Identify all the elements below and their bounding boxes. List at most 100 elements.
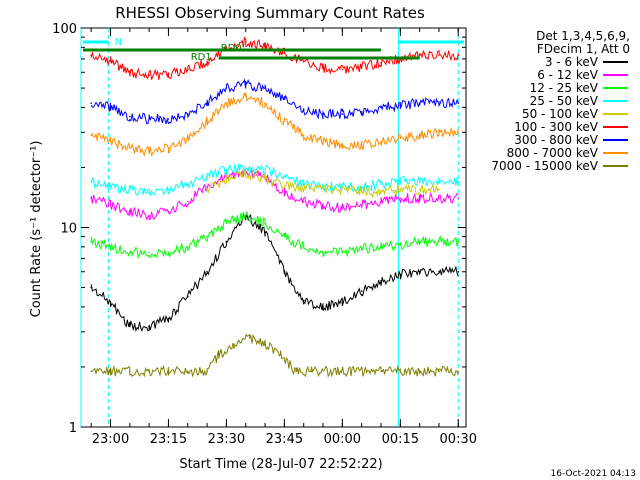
data-point: [129, 147, 131, 149]
data-point: [264, 231, 266, 233]
data-point: [360, 111, 363, 113]
data-point: [129, 325, 131, 328]
data-point: [322, 113, 324, 115]
data-point: [380, 370, 382, 373]
data-point: [380, 280, 382, 282]
legend-entry: 7000 - 15000 keV: [491, 159, 598, 173]
legend-header: FDecim 1, Att 0: [537, 42, 630, 56]
series-100to300keV: [90, 36, 460, 80]
data-point: [206, 235, 208, 238]
data-point: [399, 197, 402, 200]
data-point: [109, 106, 112, 109]
data-point: [129, 210, 131, 213]
series-800to7000keV: [90, 92, 460, 157]
data-point: [90, 54, 92, 57]
data-point: [302, 108, 305, 111]
data-point: [283, 191, 286, 194]
data-point: [109, 246, 112, 248]
data-point: [264, 178, 266, 180]
data-point: [244, 166, 247, 169]
data-point: [167, 147, 170, 149]
series-line: [206, 168, 440, 199]
data-point: [187, 200, 189, 203]
data-point: [360, 248, 363, 250]
data-point: [438, 180, 440, 183]
legend-entry: 3 - 6 keV: [545, 55, 599, 69]
data-point: [187, 295, 189, 298]
data-point: [341, 301, 344, 304]
data-point: [187, 246, 189, 248]
data-point: [148, 150, 150, 153]
data-point: [283, 235, 286, 238]
legend-entry: 12 - 25 keV: [530, 81, 599, 95]
data-point: [322, 204, 324, 206]
data-point: [225, 240, 228, 243]
data-point: [167, 188, 170, 191]
series-50to100keV: [206, 168, 440, 199]
y-tick-label: 10: [60, 222, 77, 237]
data-point: [418, 197, 421, 200]
data-point: [148, 214, 150, 217]
legend-entry: 100 - 300 keV: [514, 120, 598, 134]
data-point: [148, 118, 150, 120]
data-point: [302, 183, 305, 185]
data-point: [187, 370, 189, 373]
data-point: [264, 222, 266, 225]
data-point: [380, 183, 382, 185]
data-point: [109, 186, 112, 188]
series-line: [90, 36, 459, 80]
data-point: [418, 188, 421, 191]
data-point: [360, 204, 363, 206]
data-point: [129, 115, 131, 118]
data-point: [457, 197, 460, 200]
y-tick-label: 1: [69, 421, 77, 436]
data-point: [225, 46, 228, 49]
data-point: [438, 271, 440, 273]
data-point: [90, 134, 92, 137]
y-axis-label: Count Rate (s⁻¹ detector⁻¹): [29, 141, 44, 318]
data-point: [341, 251, 344, 254]
data-point: [283, 271, 286, 273]
data-point: [167, 251, 170, 254]
x-tick-label: 23:15: [150, 432, 187, 447]
data-point: [167, 210, 170, 213]
data-point: [206, 271, 208, 273]
data-point: [418, 134, 421, 137]
legend-entry: 50 - 100 keV: [522, 107, 599, 121]
data-point: [187, 183, 189, 185]
legend: Det 1,3,4,5,6,9,FDecim 1, Att 03 - 6 keV…: [491, 29, 630, 173]
data-point: [244, 94, 247, 97]
night-label: N: [115, 37, 122, 48]
data-point: [310, 370, 313, 373]
data-point: [457, 54, 460, 57]
data-point: [90, 370, 92, 373]
data-point: [129, 71, 131, 74]
series-line: [90, 78, 459, 125]
data-point: [322, 140, 324, 143]
data-point: [225, 102, 228, 104]
data-point: [341, 143, 344, 146]
series-7000to15000keV: [90, 333, 460, 378]
data-point: [109, 140, 112, 143]
data-point: [438, 54, 440, 57]
data-point: [418, 54, 421, 57]
data-point: [167, 317, 170, 320]
data-point: [302, 200, 305, 203]
data-point: [438, 370, 440, 373]
data-point: [418, 102, 421, 104]
data-point: [399, 273, 402, 276]
x-tick-label: 00:15: [382, 432, 419, 447]
series-300to800keV: [90, 78, 460, 125]
series-line: [90, 212, 459, 332]
data-point: [225, 87, 228, 89]
data-point: [244, 83, 247, 86]
data-point: [264, 102, 266, 104]
data-point: [90, 102, 92, 104]
data-point: [148, 325, 150, 328]
data-point: [264, 168, 266, 171]
data-point: [187, 137, 189, 140]
data-point: [225, 178, 228, 180]
data-point: [90, 240, 92, 243]
